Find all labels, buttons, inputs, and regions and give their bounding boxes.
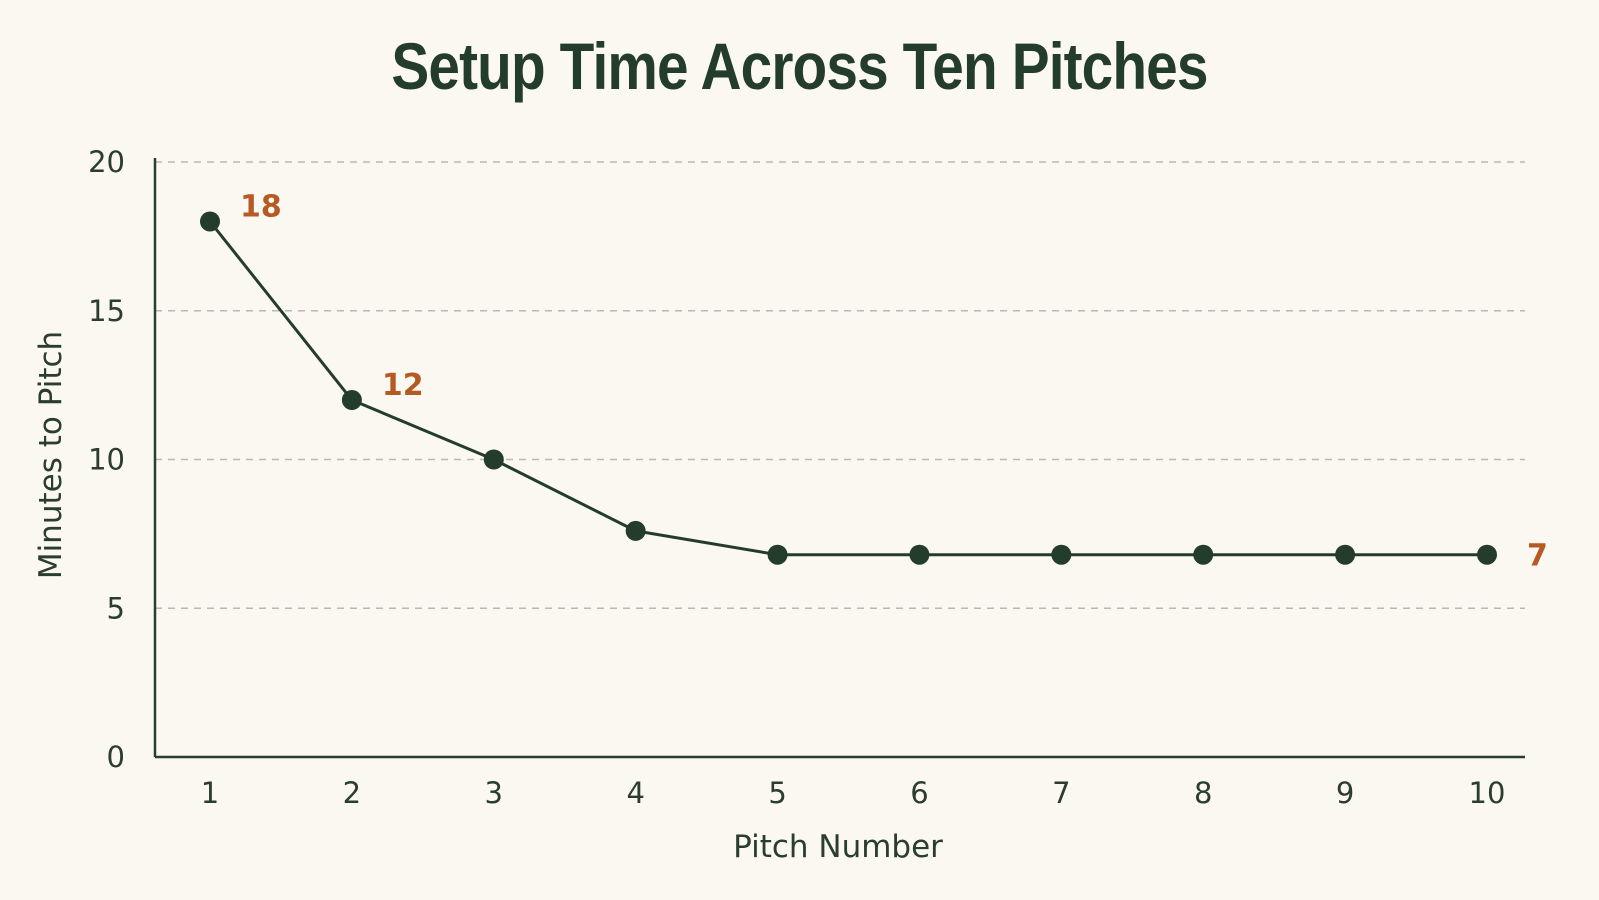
data-point — [909, 544, 930, 565]
y-tick-label: 0 — [107, 740, 125, 774]
series-line-group — [208, 220, 1487, 557]
y-axis-title: Minutes to Pitch — [33, 331, 69, 579]
data-label: 18 — [240, 190, 282, 225]
data-point — [1193, 544, 1214, 565]
data-point — [1335, 544, 1356, 565]
y-tick-label: 15 — [88, 294, 125, 328]
x-tick-label: 4 — [626, 776, 644, 810]
x-tick-label: 2 — [343, 776, 361, 810]
x-tick-label: 9 — [1336, 776, 1354, 810]
x-tick-labels: 1 2 3 4 5 6 7 8 9 10 — [201, 776, 1506, 810]
x-axis-title: Pitch Number — [733, 829, 943, 865]
data-point — [483, 449, 504, 470]
data-point — [200, 211, 220, 232]
data-points — [200, 211, 1497, 565]
gridlines — [155, 161, 1525, 609]
data-point — [625, 520, 646, 541]
series-line — [208, 220, 1487, 557]
data-point — [341, 390, 362, 410]
axes — [153, 158, 1525, 759]
x-tick-label: 3 — [485, 776, 503, 810]
data-labels: 18 12 7 — [240, 190, 1548, 574]
chart-title: Setup Time Across Ten Pitches — [391, 29, 1208, 103]
x-tick-label: 6 — [910, 776, 928, 810]
y-tick-labels: 0 5 10 15 20 — [88, 145, 125, 774]
y-tick-label: 10 — [88, 443, 125, 477]
x-tick-label: 7 — [1052, 776, 1070, 810]
x-tick-label: 1 — [201, 776, 219, 810]
x-tick-label: 10 — [1469, 776, 1506, 810]
data-label: 12 — [382, 368, 424, 403]
x-tick-label: 5 — [768, 776, 786, 810]
y-tick-label: 20 — [88, 145, 125, 179]
x-tick-label: 8 — [1194, 776, 1212, 810]
data-label: 7 — [1527, 539, 1548, 574]
y-tick-label: 5 — [107, 591, 125, 625]
data-point — [1477, 544, 1497, 565]
data-point — [767, 544, 788, 565]
data-point — [1051, 544, 1072, 565]
